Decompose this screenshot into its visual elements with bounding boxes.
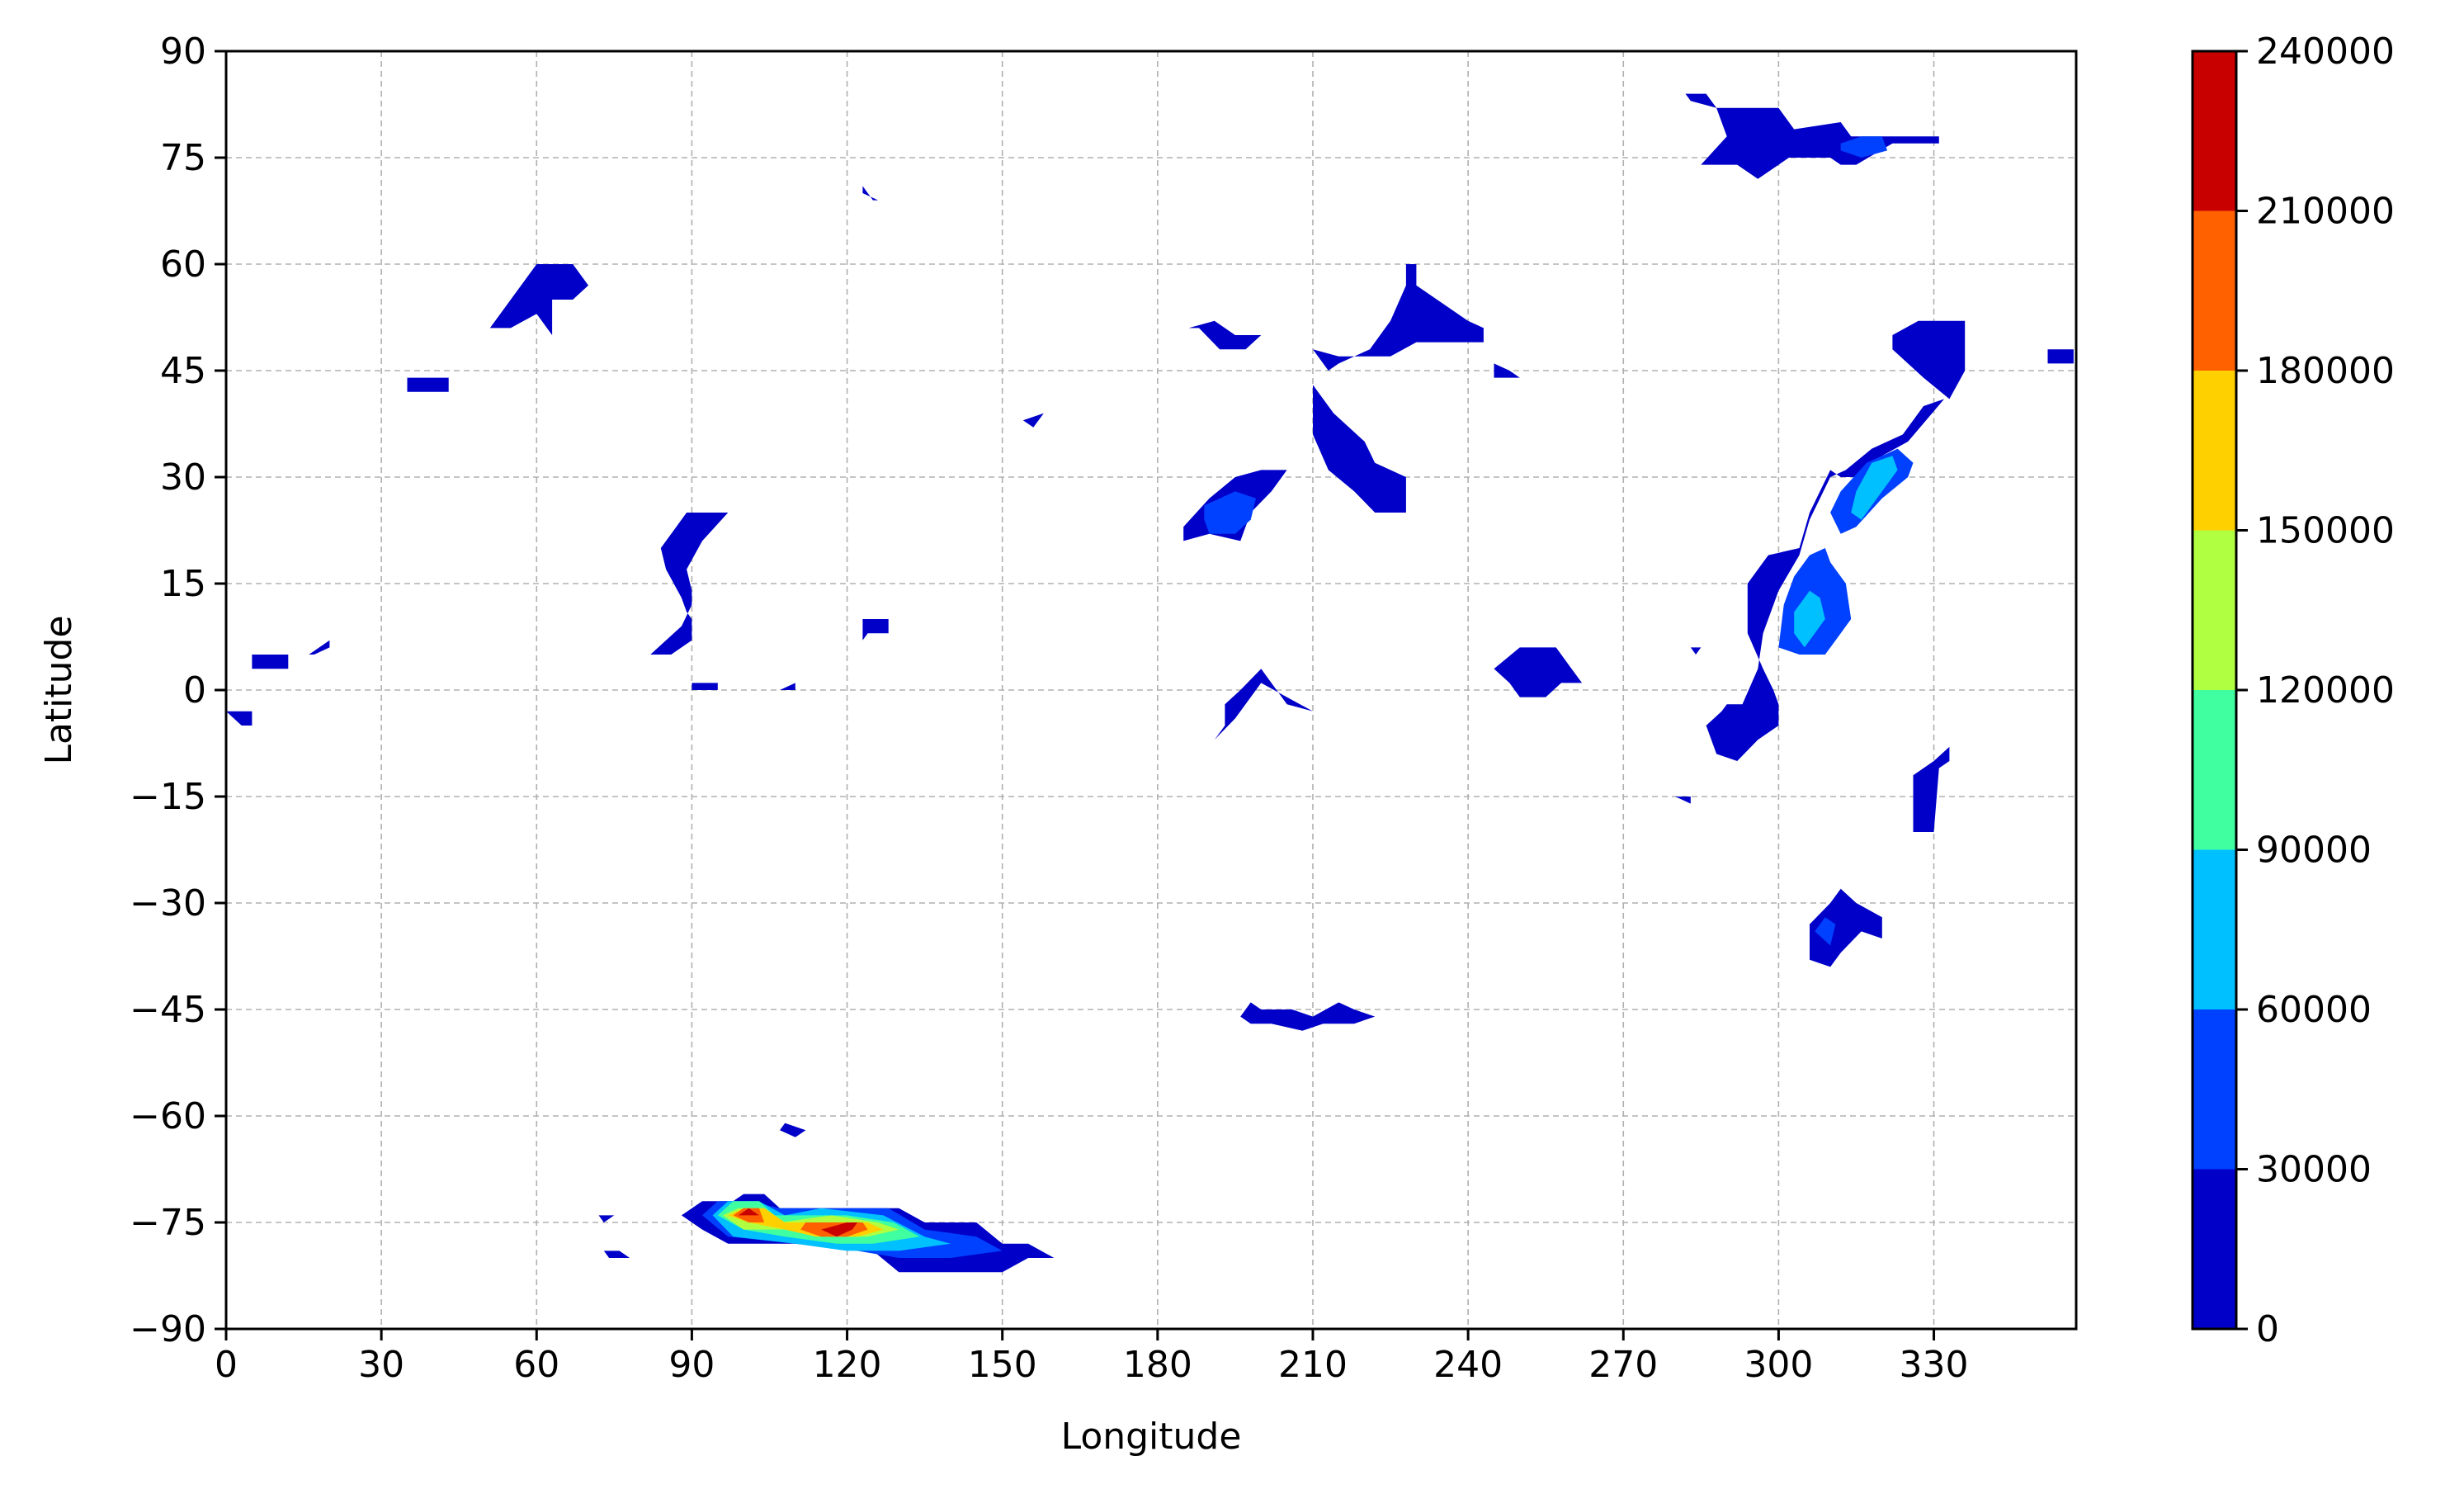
colorbar-segment	[2193, 210, 2236, 371]
y-tick-label: 75	[160, 137, 206, 179]
colorbar-segment	[2193, 371, 2236, 531]
contour-region	[1675, 797, 1691, 804]
colorbar-tick-label: 0	[2256, 1308, 2279, 1350]
colorbar-segment	[2193, 690, 2236, 850]
contour-region	[1313, 385, 1406, 513]
y-tick-label: 30	[160, 456, 206, 499]
contour-region	[1690, 647, 1702, 655]
contour-region	[1240, 1002, 1376, 1031]
x-tick-label: 330	[1900, 1344, 1969, 1386]
contour-regions	[226, 93, 2074, 1273]
contour-region	[780, 683, 795, 690]
y-axis-ticks: −90 −75 −60 −45 −30 −15 0 15 30 45 60 75 90	[130, 31, 226, 1350]
contour-region	[1209, 669, 1313, 747]
x-axis-label: Longitude	[1061, 1416, 1242, 1458]
contour-region	[1840, 136, 1888, 158]
contour-region	[1815, 917, 1836, 946]
y-tick-label: −60	[130, 1095, 206, 1137]
contour-region	[1313, 264, 1484, 371]
colorbar-tick-label: 90000	[2256, 830, 2372, 872]
x-tick-label: 270	[1588, 1344, 1658, 1386]
contour-region	[738, 1208, 759, 1216]
contour-region	[650, 513, 729, 655]
contour-region	[862, 619, 889, 641]
colorbar-segment	[2193, 51, 2236, 211]
colorbar-segment	[2193, 1009, 2236, 1170]
contour-region	[1794, 590, 1825, 648]
y-tick-label: 0	[183, 669, 206, 712]
colorbar-tick-label: 240000	[2256, 31, 2395, 73]
contour-region	[1913, 746, 1950, 832]
contour-region	[1204, 491, 1256, 534]
x-tick-label: 300	[1744, 1344, 1813, 1386]
y-tick-label: 90	[160, 31, 206, 73]
colorbar-tick-label: 180000	[2256, 350, 2395, 392]
contour-region	[1022, 413, 1044, 428]
contour-region	[780, 1123, 806, 1137]
x-tick-label: 120	[813, 1344, 882, 1386]
contour-region	[1851, 456, 1898, 520]
contour-region	[1810, 888, 1882, 967]
y-tick-label: −45	[130, 989, 206, 1031]
contour-region	[821, 1222, 858, 1237]
contour-region	[1494, 363, 1520, 378]
contour-region	[1494, 647, 1583, 697]
colorbar-tick-label: 60000	[2256, 989, 2372, 1031]
x-tick-label: 0	[215, 1344, 238, 1386]
y-tick-label: −30	[130, 882, 206, 924]
contour-region	[862, 186, 879, 201]
contour-region	[309, 640, 330, 655]
contour-region	[407, 377, 449, 392]
y-tick-label: −15	[130, 776, 206, 818]
x-tick-label: 30	[358, 1344, 404, 1386]
y-tick-label: 15	[160, 563, 206, 605]
x-axis-ticks: 0 30 60 90 120 150 180 210 240 270 300 330	[215, 1329, 1969, 1386]
contour-region	[489, 264, 588, 335]
contour-region	[598, 1215, 615, 1222]
y-tick-label: −75	[130, 1202, 206, 1244]
colorbar-tick-label: 30000	[2256, 1149, 2372, 1191]
y-axis-label: Latitude	[38, 615, 80, 764]
x-tick-label: 240	[1433, 1344, 1503, 1386]
contour-region	[603, 1251, 630, 1258]
colorbar-segment	[2193, 530, 2236, 690]
contour-region	[226, 711, 253, 726]
contour-region	[1188, 320, 1262, 350]
colorbar-tick-label: 150000	[2256, 510, 2395, 552]
contour-region	[1892, 320, 1966, 400]
x-tick-label: 150	[968, 1344, 1037, 1386]
colorbar-segment	[2193, 849, 2236, 1009]
x-tick-label: 180	[1123, 1344, 1192, 1386]
x-tick-label: 60	[513, 1344, 559, 1386]
colorbar-tick-label: 120000	[2256, 669, 2395, 712]
contour-region	[1706, 399, 1945, 761]
colorbar-segment	[2193, 1169, 2236, 1329]
y-tick-label: 45	[160, 350, 206, 392]
x-tick-label: 210	[1278, 1344, 1348, 1386]
y-tick-label: −90	[130, 1308, 206, 1350]
y-tick-label: 60	[160, 243, 206, 286]
contour-region	[1685, 93, 1939, 179]
colorbar: 0 30000 60000 90000 120000 150000 180000 210000…	[2191, 31, 2395, 1350]
contour-region	[692, 683, 718, 690]
contour-region	[252, 655, 289, 669]
contour-region	[2047, 349, 2074, 364]
colorbar-tick-label: 210000	[2256, 191, 2395, 233]
x-tick-label: 90	[668, 1344, 715, 1386]
